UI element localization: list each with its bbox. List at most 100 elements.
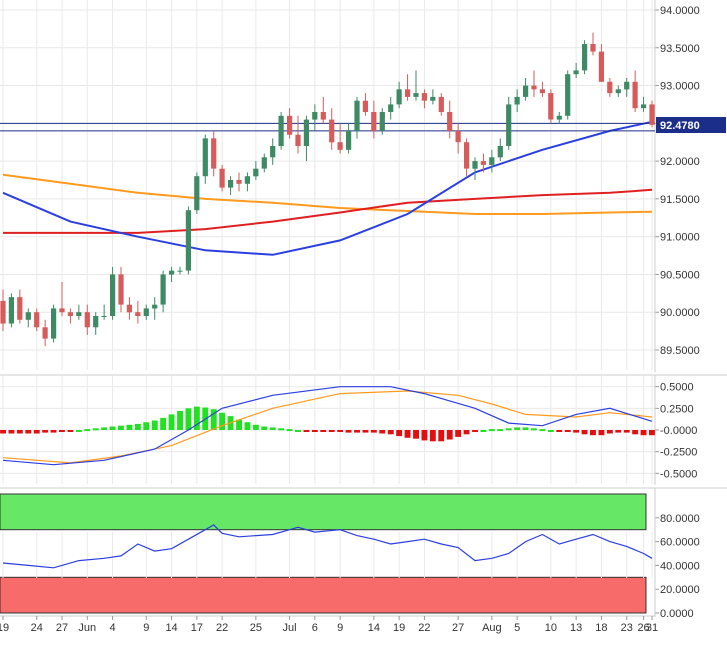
x-axis-tick-label: Aug xyxy=(482,622,502,634)
x-axis-tick-label: 9 xyxy=(337,622,343,634)
macd-histogram-bar-positive xyxy=(252,424,259,430)
macd-line xyxy=(2,386,653,466)
candle-body-up xyxy=(169,270,175,275)
rsi-axis-tick-label: 0.0000 xyxy=(660,608,694,620)
x-axis-tick-label: 25 xyxy=(250,622,262,634)
x-axis-tick-label: 5 xyxy=(514,622,520,634)
candle-body-down xyxy=(34,312,40,328)
macd-histogram-bar-negative xyxy=(564,430,571,432)
macd-histogram-bar-positive xyxy=(539,429,546,432)
macd-histogram-bar-positive xyxy=(109,426,116,430)
rsi-axis-tick-label: 60.0000 xyxy=(660,537,700,549)
macd-histogram-bar-negative xyxy=(438,430,445,442)
candle-body-up xyxy=(160,274,166,305)
macd-histogram-bar-positive xyxy=(295,430,301,432)
rsi-axis-tick-label: 20.0000 xyxy=(660,584,700,596)
candle-body-down xyxy=(438,96,444,112)
x-axis-tick-label: 14 xyxy=(368,622,380,634)
ma-red-line xyxy=(3,188,653,234)
macd-histogram-bar-negative xyxy=(311,430,318,432)
candle-body-up xyxy=(354,100,360,131)
candle-body-up xyxy=(110,274,116,316)
candle-body-up xyxy=(76,312,82,316)
candle-body-down xyxy=(421,93,427,101)
macd-histogram-bar-positive xyxy=(185,408,192,430)
ma-orange-line xyxy=(2,173,653,215)
macd-histogram-bar-positive xyxy=(219,412,226,430)
candle-body-down xyxy=(211,138,217,169)
candle-body-up xyxy=(556,115,562,120)
macd-histogram-bar-positive xyxy=(177,410,183,430)
macd-histogram-bar-positive xyxy=(261,426,268,430)
macd-histogram-bar-negative xyxy=(463,430,470,435)
macd-histogram-bar-positive xyxy=(126,424,133,430)
candle-body-up xyxy=(346,130,352,150)
candle-body-up xyxy=(565,74,571,116)
macd-histogram-bar-negative xyxy=(632,430,639,435)
candle-body-down xyxy=(219,168,225,188)
candle-body-down xyxy=(548,93,554,120)
x-axis-tick-label: 22 xyxy=(216,622,228,634)
x-axis-tick-label: 19 xyxy=(0,622,9,634)
candle-body-down xyxy=(362,100,368,112)
x-axis-tick-label: 24 xyxy=(31,622,43,634)
candle-body-up xyxy=(303,119,309,146)
macd-histogram-bar-negative xyxy=(421,430,428,441)
macd-histogram-bar-positive xyxy=(134,423,141,430)
candle-body-up xyxy=(413,93,419,97)
candle-body-up xyxy=(430,96,436,101)
candle-body-up xyxy=(202,138,208,177)
macd-histogram-bar-negative xyxy=(67,430,74,432)
candle-body-up xyxy=(497,146,503,158)
candle-body-up xyxy=(396,89,402,105)
x-axis-tick-label: 17 xyxy=(191,622,203,634)
candle-body-down xyxy=(59,308,65,313)
macd-histogram-bar-negative xyxy=(25,430,32,434)
rsi-panel: 80.0000 60.0000 40.0000 20.0000 0.0000 xyxy=(0,487,727,620)
candle-body-up xyxy=(152,304,158,309)
candle-body-down xyxy=(17,297,23,320)
candle-body-down xyxy=(649,104,655,125)
macd-histogram-bar-positive xyxy=(514,427,521,430)
macd-histogram-bar-negative xyxy=(345,430,352,433)
macd-histogram-bar-negative xyxy=(581,430,588,435)
macd-histogram-bar-negative xyxy=(362,430,369,433)
candle-body-down xyxy=(539,89,545,94)
macd-histogram-bar-positive xyxy=(118,425,124,430)
ma-blue-line xyxy=(2,120,653,256)
candle-body-down xyxy=(531,85,537,90)
macd-histogram-bar-negative xyxy=(429,430,436,442)
candle-body-down xyxy=(287,115,293,135)
rsi-line xyxy=(2,524,653,569)
candle-body-down xyxy=(295,134,301,146)
candle-body-down xyxy=(480,161,486,165)
x-axis-tick-label: Jul xyxy=(283,622,297,634)
candle-body-down xyxy=(607,81,613,94)
macd-histogram-bar-negative xyxy=(320,430,327,432)
candle-body-up xyxy=(177,270,183,272)
macd-histogram-bar-negative xyxy=(328,430,335,432)
candle-body-up xyxy=(624,81,630,90)
candle-body-down xyxy=(118,274,124,305)
macd-histogram-bar-positive xyxy=(92,428,99,431)
macd-histogram-bar-positive xyxy=(286,429,293,432)
candle-body-up xyxy=(506,104,512,146)
last-price-marker xyxy=(656,116,726,133)
macd-axis-tick-label: 0.2500 xyxy=(660,403,694,415)
macd-histogram-bar-negative xyxy=(556,430,563,432)
x-axis-tick-label: 9 xyxy=(143,622,149,634)
price-axis-tick-label: 94.0000 xyxy=(660,5,700,17)
macd-histogram-bar-negative xyxy=(16,430,23,434)
price-axis-tick-label: 91.5000 xyxy=(660,194,700,206)
candle-body-up xyxy=(523,85,529,97)
candle-body-up xyxy=(244,176,250,184)
x-axis-tick-label: 13 xyxy=(570,622,582,634)
macd-histogram-bar-positive xyxy=(522,427,529,430)
candle-body-down xyxy=(590,44,596,52)
candle-body-up xyxy=(388,104,394,112)
x-axis-tick-label: 27 xyxy=(56,622,68,634)
x-axis-tick-label: 10 xyxy=(545,622,557,634)
rsi-overbought-zone xyxy=(0,493,647,531)
x-axis-tick-label: Jun xyxy=(78,622,96,634)
candle-body-up xyxy=(261,157,267,169)
